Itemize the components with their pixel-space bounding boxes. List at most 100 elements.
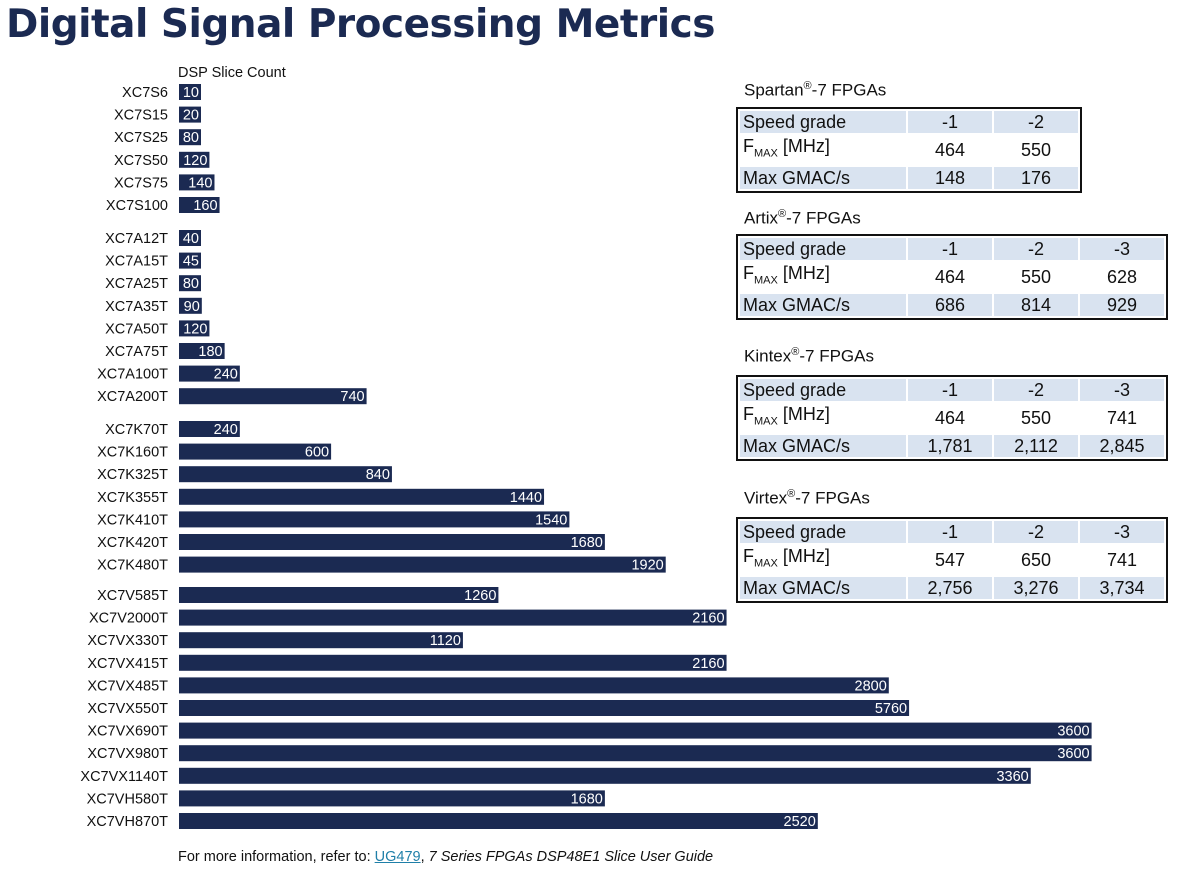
category-label: XC7K480T — [97, 558, 168, 574]
table-row: FMAX [MHz] 464 550 — [743, 136, 1052, 160]
table-row: FMAX [MHz] 464 550 628 — [743, 263, 1138, 287]
value-label: 20 — [183, 108, 199, 124]
category-label: XC7A200T — [97, 389, 168, 405]
value-label: 840 — [366, 467, 390, 483]
spartan-speed-table: Speed grade -1 -2 FMAX [MHz] 464 550 Max… — [736, 107, 1082, 193]
bar — [179, 129, 201, 146]
bar — [179, 587, 499, 603]
bar — [179, 297, 202, 314]
value-label: 45 — [183, 254, 199, 270]
category-label: XC7VX485T — [87, 678, 168, 694]
value-label: 1920 — [631, 558, 663, 574]
bar — [179, 343, 225, 359]
bar — [179, 790, 605, 807]
table-row: Max GMAC/s 1,781 2,112 2,845 — [740, 434, 1164, 457]
value-label: 5760 — [875, 701, 907, 717]
bar — [179, 813, 818, 829]
value-label: 1440 — [510, 490, 542, 506]
value-label: 1680 — [571, 535, 603, 551]
category-label: XC7A15T — [105, 254, 168, 270]
category-label: XC7VX415T — [87, 656, 168, 672]
bar — [179, 556, 666, 573]
table-title-kintex: Kintex®-7 FPGAs — [744, 346, 874, 366]
ug479-link[interactable]: UG479 — [374, 849, 421, 865]
category-label: XC7A75T — [105, 344, 168, 360]
bar — [179, 365, 240, 382]
bar — [179, 230, 201, 246]
table-row: Max GMAC/s 148 176 — [740, 166, 1078, 189]
footer-note: For more information, refer to: UG479, 7… — [178, 849, 714, 865]
category-label: XC7K410T — [97, 512, 168, 528]
category-label: XC7VX550T — [87, 701, 168, 717]
page-title: Digital Signal Processing Metrics — [6, 2, 715, 47]
category-label: XC7VX330T — [87, 633, 168, 649]
table-row: Speed grade -1 -2 — [740, 111, 1078, 133]
value-label: 1540 — [535, 512, 567, 528]
value-label: 1120 — [430, 633, 461, 649]
value-label: 3600 — [1057, 724, 1089, 740]
value-label: 160 — [193, 198, 217, 214]
category-label: XC7VX980T — [87, 746, 168, 762]
bar — [179, 745, 1092, 762]
table-row: Max GMAC/s 686 814 929 — [740, 293, 1164, 316]
guide-title: 7 Series FPGAs DSP48E1 Slice User Guide — [428, 849, 714, 865]
bar — [179, 421, 240, 437]
category-label: XC7VH580T — [87, 791, 169, 807]
axis-title: DSP Slice Count — [178, 65, 286, 81]
bar — [179, 488, 545, 505]
category-label: XC7S100 — [106, 198, 168, 214]
bar — [179, 84, 201, 100]
value-label: 1680 — [571, 791, 603, 807]
category-label: XC7K420T — [97, 535, 168, 551]
value-label: 3600 — [1057, 746, 1089, 762]
bar — [179, 174, 215, 191]
category-label: XC7V585T — [97, 588, 168, 604]
value-label: 2160 — [692, 611, 724, 627]
table-title-artix: Artix®-7 FPGAs — [744, 208, 861, 228]
bar — [179, 654, 727, 671]
bar — [179, 151, 210, 168]
value-label: 40 — [183, 231, 199, 247]
category-label: XC7S50 — [114, 153, 168, 169]
bar — [179, 609, 727, 626]
artix-speed-table: Speed grade -1 -2 -3 FMAX [MHz] 464 550 … — [736, 234, 1168, 320]
category-label: XC7A12T — [105, 231, 168, 247]
value-label: 240 — [214, 422, 238, 438]
bar — [179, 197, 220, 213]
bar — [179, 275, 201, 292]
value-label: 740 — [340, 389, 364, 405]
value-label: 2800 — [855, 678, 887, 694]
table-title-virtex: Virtex®-7 FPGAs — [744, 488, 870, 508]
value-label: 120 — [183, 153, 207, 169]
table-row: FMAX [MHz] 547 650 741 — [743, 546, 1138, 570]
value-label: 180 — [198, 344, 222, 360]
value-label: 3360 — [996, 769, 1028, 785]
category-label: XC7K160T — [97, 445, 168, 461]
value-label: 80 — [183, 130, 199, 146]
category-label: XC7A100T — [97, 367, 168, 383]
value-label: 2160 — [692, 656, 724, 672]
bar — [179, 320, 210, 337]
category-label: XC7K70T — [105, 422, 168, 438]
value-label: 2520 — [784, 814, 816, 830]
bar — [179, 511, 570, 528]
table-title-spartan: Spartan®-7 FPGAs — [744, 80, 887, 100]
bar — [179, 443, 332, 460]
category-label: XC7VH870T — [87, 814, 169, 830]
table-row: Speed grade -1 -2 -3 — [740, 379, 1164, 401]
category-label: XC7V2000T — [89, 611, 168, 627]
value-label: 80 — [183, 276, 199, 292]
bar — [179, 700, 910, 716]
bar — [179, 252, 201, 269]
category-label: XC7S15 — [114, 108, 168, 124]
bar — [179, 466, 392, 483]
category-label: XC7S6 — [122, 85, 168, 101]
category-label: XC7K325T — [97, 467, 168, 483]
value-label: 140 — [188, 175, 212, 191]
kintex-speed-table: Speed grade -1 -2 -3 FMAX [MHz] 464 550 … — [736, 375, 1168, 461]
category-label: XC7K355T — [97, 490, 168, 506]
table-row: Speed grade -1 -2 -3 — [740, 238, 1164, 260]
category-label: XC7VX1140T — [80, 769, 168, 785]
table-row: Speed grade -1 -2 -3 — [740, 521, 1164, 543]
